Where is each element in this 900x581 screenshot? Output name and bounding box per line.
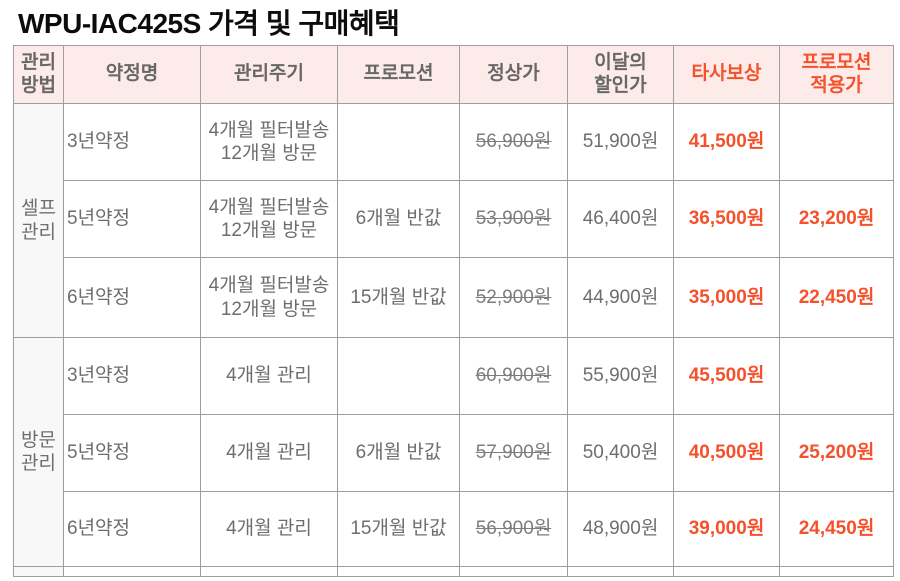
cell-promo (337, 337, 460, 415)
cell-empty (200, 566, 338, 577)
cell-list-price: 56,900원 (459, 103, 568, 181)
cell-plan: 6년약정 (63, 491, 201, 567)
cell-empty (337, 566, 460, 577)
page-title: WPU-IAC425S 가격 및 구매혜택 (18, 8, 400, 39)
cell-promo: 6개월 반값 (337, 414, 460, 492)
price-table: 관리 방법 약정명 관리주기 프로모션 정상가 이달의 할인가 타사보상 프로모… (13, 45, 894, 577)
cell-tradein: 35,000원 (673, 257, 780, 338)
cell-month-price: 50,400원 (567, 414, 674, 492)
cell-cycle: 4개월 관리 (200, 414, 338, 492)
cell-promo: 15개월 반값 (337, 491, 460, 567)
cell-empty (779, 566, 894, 577)
cell-tradein: 40,500원 (673, 414, 780, 492)
cell-plan: 3년약정 (63, 103, 201, 181)
cell-promo-price: 25,200원 (779, 414, 894, 492)
table-row: 방문 관리 3년약정 4개월 관리 60,900원 55,900원 45,500… (13, 337, 894, 567)
header-row: 관리 방법 약정명 관리주기 프로모션 정상가 이달의 할인가 타사보상 프로모… (13, 45, 894, 104)
header-method: 관리 방법 (13, 45, 64, 104)
cell-plan: 3년약정 (63, 337, 201, 415)
table-row: 5년약정 4개월 관리 6개월 반값 57,900원 50,400원 40,50… (14, 414, 894, 492)
table-row-clipped (13, 566, 894, 577)
cell-month-price: 46,400원 (567, 180, 674, 258)
header-promo: 프로모션 (337, 45, 460, 104)
cell-cycle: 4개월 필터발송 12개월 방문 (200, 103, 338, 181)
cell-tradein: 41,500원 (673, 103, 780, 181)
group-label-visit: 방문 관리 (13, 337, 64, 567)
cell-month-price: 48,900원 (567, 491, 674, 567)
table-row: 셀프 관리 3년약정 4개월 필터발송 12개월 방문 56,900원 51,9… (13, 103, 894, 338)
cell-empty (63, 566, 201, 577)
cell-month-price: 51,900원 (567, 103, 674, 181)
cell-tradein: 36,500원 (673, 180, 780, 258)
cell-cycle: 4개월 필터발송 12개월 방문 (200, 257, 338, 338)
header-month-price: 이달의 할인가 (567, 45, 674, 104)
cell-list-price: 56,900원 (459, 491, 568, 567)
table-row: 6년약정 4개월 필터발송 12개월 방문 15개월 반값 52,900원 44… (14, 257, 894, 338)
cell-empty (459, 566, 568, 577)
group-label-self: 셀프 관리 (13, 103, 64, 338)
cell-tradein: 39,000원 (673, 491, 780, 567)
cell-cycle: 4개월 필터발송 12개월 방문 (200, 180, 338, 258)
cell-month-price: 44,900원 (567, 257, 674, 338)
cell-promo-price (779, 103, 894, 181)
cell-list-price: 60,900원 (459, 337, 568, 415)
cell-promo: 6개월 반값 (337, 180, 460, 258)
cell-promo-price: 22,450원 (779, 257, 894, 338)
cell-promo-price: 24,450원 (779, 491, 894, 567)
cell-month-price: 55,900원 (567, 337, 674, 415)
header-promo-price: 프로모션 적용가 (779, 45, 894, 104)
cell-cycle: 4개월 관리 (200, 337, 338, 415)
header-tradein: 타사보상 (673, 45, 780, 104)
cell-tradein: 45,500원 (673, 337, 780, 415)
cell-empty (567, 566, 674, 577)
cell-plan: 6년약정 (63, 257, 201, 338)
cell-empty (13, 566, 64, 577)
cell-cycle: 4개월 관리 (200, 491, 338, 567)
cell-promo: 15개월 반값 (337, 257, 460, 338)
cell-promo-price: 23,200원 (779, 180, 894, 258)
table-row: 5년약정 4개월 필터발송 12개월 방문 6개월 반값 53,900원 46,… (14, 180, 894, 258)
cell-plan: 5년약정 (63, 414, 201, 492)
cell-list-price: 53,900원 (459, 180, 568, 258)
header-list-price: 정상가 (459, 45, 568, 104)
cell-plan: 5년약정 (63, 180, 201, 258)
cell-list-price: 57,900원 (459, 414, 568, 492)
cell-empty (673, 566, 780, 577)
cell-promo-price (779, 337, 894, 415)
table-row: 6년약정 4개월 관리 15개월 반값 56,900원 48,900원 39,0… (14, 491, 894, 567)
cell-list-price: 52,900원 (459, 257, 568, 338)
header-plan: 약정명 (63, 45, 201, 104)
header-cycle: 관리주기 (200, 45, 338, 104)
cell-promo (337, 103, 460, 181)
